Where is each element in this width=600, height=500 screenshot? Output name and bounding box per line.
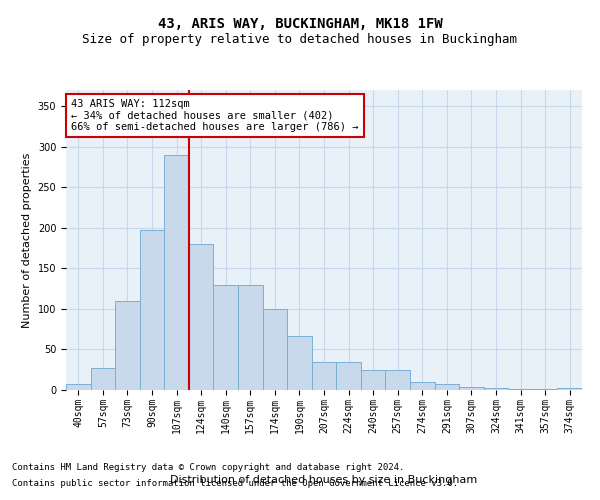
Bar xyxy=(508,389,533,390)
Text: 43 ARIS WAY: 112sqm
← 34% of detached houses are smaller (402)
66% of semi-detac: 43 ARIS WAY: 112sqm ← 34% of detached ho… xyxy=(71,99,359,132)
Bar xyxy=(263,309,287,390)
Bar xyxy=(557,388,582,390)
Y-axis label: Number of detached properties: Number of detached properties xyxy=(22,152,32,328)
Bar xyxy=(385,370,410,390)
Text: 43, ARIS WAY, BUCKINGHAM, MK18 1FW: 43, ARIS WAY, BUCKINGHAM, MK18 1FW xyxy=(158,18,442,32)
X-axis label: Distribution of detached houses by size in Buckingham: Distribution of detached houses by size … xyxy=(170,474,478,484)
Bar xyxy=(410,382,434,390)
Bar xyxy=(484,388,508,390)
Bar xyxy=(115,301,140,390)
Text: Contains public sector information licensed under the Open Government Licence v3: Contains public sector information licen… xyxy=(12,478,458,488)
Bar xyxy=(238,284,263,390)
Bar xyxy=(140,230,164,390)
Bar xyxy=(66,384,91,390)
Bar xyxy=(91,368,115,390)
Bar xyxy=(312,362,336,390)
Text: Contains HM Land Registry data © Crown copyright and database right 2024.: Contains HM Land Registry data © Crown c… xyxy=(12,464,404,472)
Bar xyxy=(214,284,238,390)
Bar xyxy=(287,336,312,390)
Bar xyxy=(164,155,189,390)
Bar xyxy=(361,370,385,390)
Text: Size of property relative to detached houses in Buckingham: Size of property relative to detached ho… xyxy=(83,32,517,46)
Bar xyxy=(459,387,484,390)
Bar xyxy=(434,384,459,390)
Bar xyxy=(189,244,214,390)
Bar xyxy=(533,389,557,390)
Bar xyxy=(336,362,361,390)
